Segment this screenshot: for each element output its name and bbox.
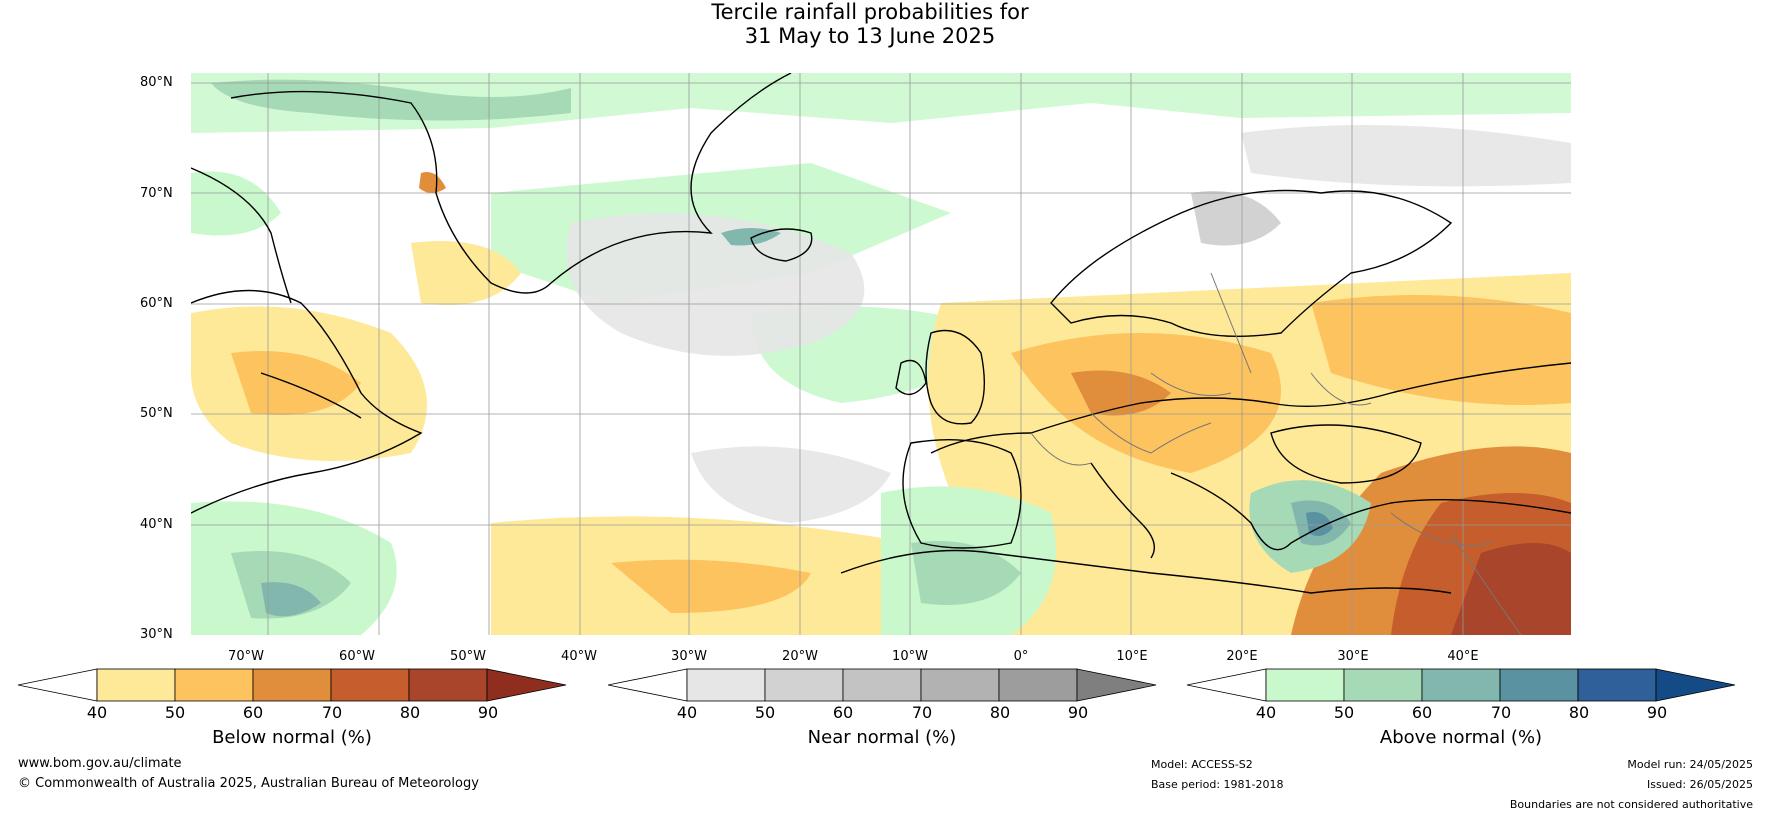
near-tick-50: 50 — [754, 703, 776, 722]
model-run-date: Model run: 24/05/2025 — [1627, 758, 1753, 771]
lon-label-0: 0° — [1013, 649, 1029, 664]
above-tick-80: 80 — [1568, 703, 1590, 722]
rainfall-probability-map — [191, 73, 1571, 635]
near-cbar-extend-low — [607, 668, 688, 702]
website-link[interactable]: www.bom.gov.au/climate — [18, 756, 182, 771]
near-cbar-bin-40 — [686, 668, 766, 702]
model-name: Model: ACCESS-S2 — [1151, 758, 1253, 771]
below-tick-80: 80 — [399, 703, 421, 722]
boundaries-disclaimer: Boundaries are not considered authoritat… — [1509, 798, 1753, 811]
map-gridlines — [191, 73, 1571, 635]
lon-label-10w: 10°W — [892, 649, 928, 664]
near-cbar-bin-60 — [842, 668, 922, 702]
colorbar-below-normal — [17, 668, 567, 704]
above-cbar-bin-60 — [1421, 668, 1501, 702]
lon-label-20e: 20°E — [1226, 649, 1258, 664]
map-title: Tercile rainfall probabilities for 31 Ma… — [0, 0, 1740, 48]
below-tick-40: 40 — [86, 703, 108, 722]
lon-label-20w: 20°W — [782, 649, 818, 664]
above-tick-50: 50 — [1333, 703, 1355, 722]
probability-shading — [191, 73, 1571, 635]
title-line-1: Tercile rainfall probabilities for — [711, 0, 1029, 24]
colorbar-near-normal-svg — [607, 668, 1157, 702]
colorbar-above-normal-svg — [1186, 668, 1736, 702]
below-cbar-extend-low — [17, 668, 98, 702]
near-tick-90: 90 — [1067, 703, 1089, 722]
copyright-text: © Commonwealth of Australia 2025, Austra… — [18, 776, 479, 791]
colorbar-above-normal — [1186, 668, 1736, 704]
lat-label-80n: 80°N — [140, 75, 173, 90]
lat-label-40n: 40°N — [140, 517, 173, 532]
issued-date: Issued: 26/05/2025 — [1646, 778, 1753, 791]
above-cbar-bin-70 — [1499, 668, 1579, 702]
above-cbar-bin-40 — [1265, 668, 1345, 702]
lat-label-60n: 60°N — [140, 296, 173, 311]
near-cbar-extend-high — [1076, 668, 1157, 702]
above-tick-70: 70 — [1490, 703, 1512, 722]
lon-label-10e: 10°E — [1116, 649, 1148, 664]
colorbar-title-below: Below normal (%) — [212, 727, 372, 748]
lat-label-30n: 30°N — [140, 627, 173, 642]
below-cbar-extend-high — [486, 668, 567, 702]
lon-label-30e: 30°E — [1337, 649, 1369, 664]
colorbar-title-near: Near normal (%) — [807, 727, 957, 748]
map-canvas — [191, 73, 1571, 635]
lat-label-70n: 70°N — [140, 186, 173, 201]
lon-label-30w: 30°W — [671, 649, 707, 664]
above-cbar-extend-low — [1186, 668, 1267, 702]
below-cbar-bin-40 — [96, 668, 176, 702]
lon-label-60w: 60°W — [339, 649, 375, 664]
colorbar-title-above: Above normal (%) — [1379, 727, 1543, 748]
near-cbar-bin-50 — [764, 668, 844, 702]
above-cbar-bin-50 — [1343, 668, 1423, 702]
colorbar-near-normal — [607, 668, 1157, 704]
near-cbar-bin-80 — [998, 668, 1078, 702]
lon-label-50w: 50°W — [450, 649, 486, 664]
above-cbar-extend-high — [1655, 668, 1736, 702]
colorbar-below-normal-svg — [17, 668, 567, 702]
above-tick-90: 90 — [1646, 703, 1668, 722]
lon-label-40e: 40°E — [1447, 649, 1479, 664]
above-tick-60: 60 — [1411, 703, 1433, 722]
country-borders — [1030, 272, 1522, 635]
below-tick-90: 90 — [477, 703, 499, 722]
lat-label-50n: 50°N — [140, 406, 173, 421]
above-cbar-bin-80 — [1577, 668, 1657, 702]
above-tick-40: 40 — [1255, 703, 1277, 722]
near-tick-40: 40 — [676, 703, 698, 722]
lon-label-70w: 70°W — [228, 649, 264, 664]
below-tick-60: 60 — [242, 703, 264, 722]
near-tick-60: 60 — [832, 703, 854, 722]
base-period: Base period: 1981-2018 — [1151, 778, 1284, 791]
title-line-2: 31 May to 13 June 2025 — [744, 24, 996, 48]
lon-label-40w: 40°W — [561, 649, 597, 664]
below-tick-70: 70 — [321, 703, 343, 722]
near-tick-70: 70 — [911, 703, 933, 722]
below-cbar-bin-70 — [330, 668, 410, 702]
near-cbar-bin-70 — [920, 668, 1000, 702]
below-cbar-bin-80 — [408, 668, 488, 702]
near-tick-80: 80 — [989, 703, 1011, 722]
coastlines — [191, 73, 1571, 594]
below-tick-50: 50 — [164, 703, 186, 722]
below-cbar-bin-60 — [252, 668, 332, 702]
below-cbar-bin-50 — [174, 668, 254, 702]
